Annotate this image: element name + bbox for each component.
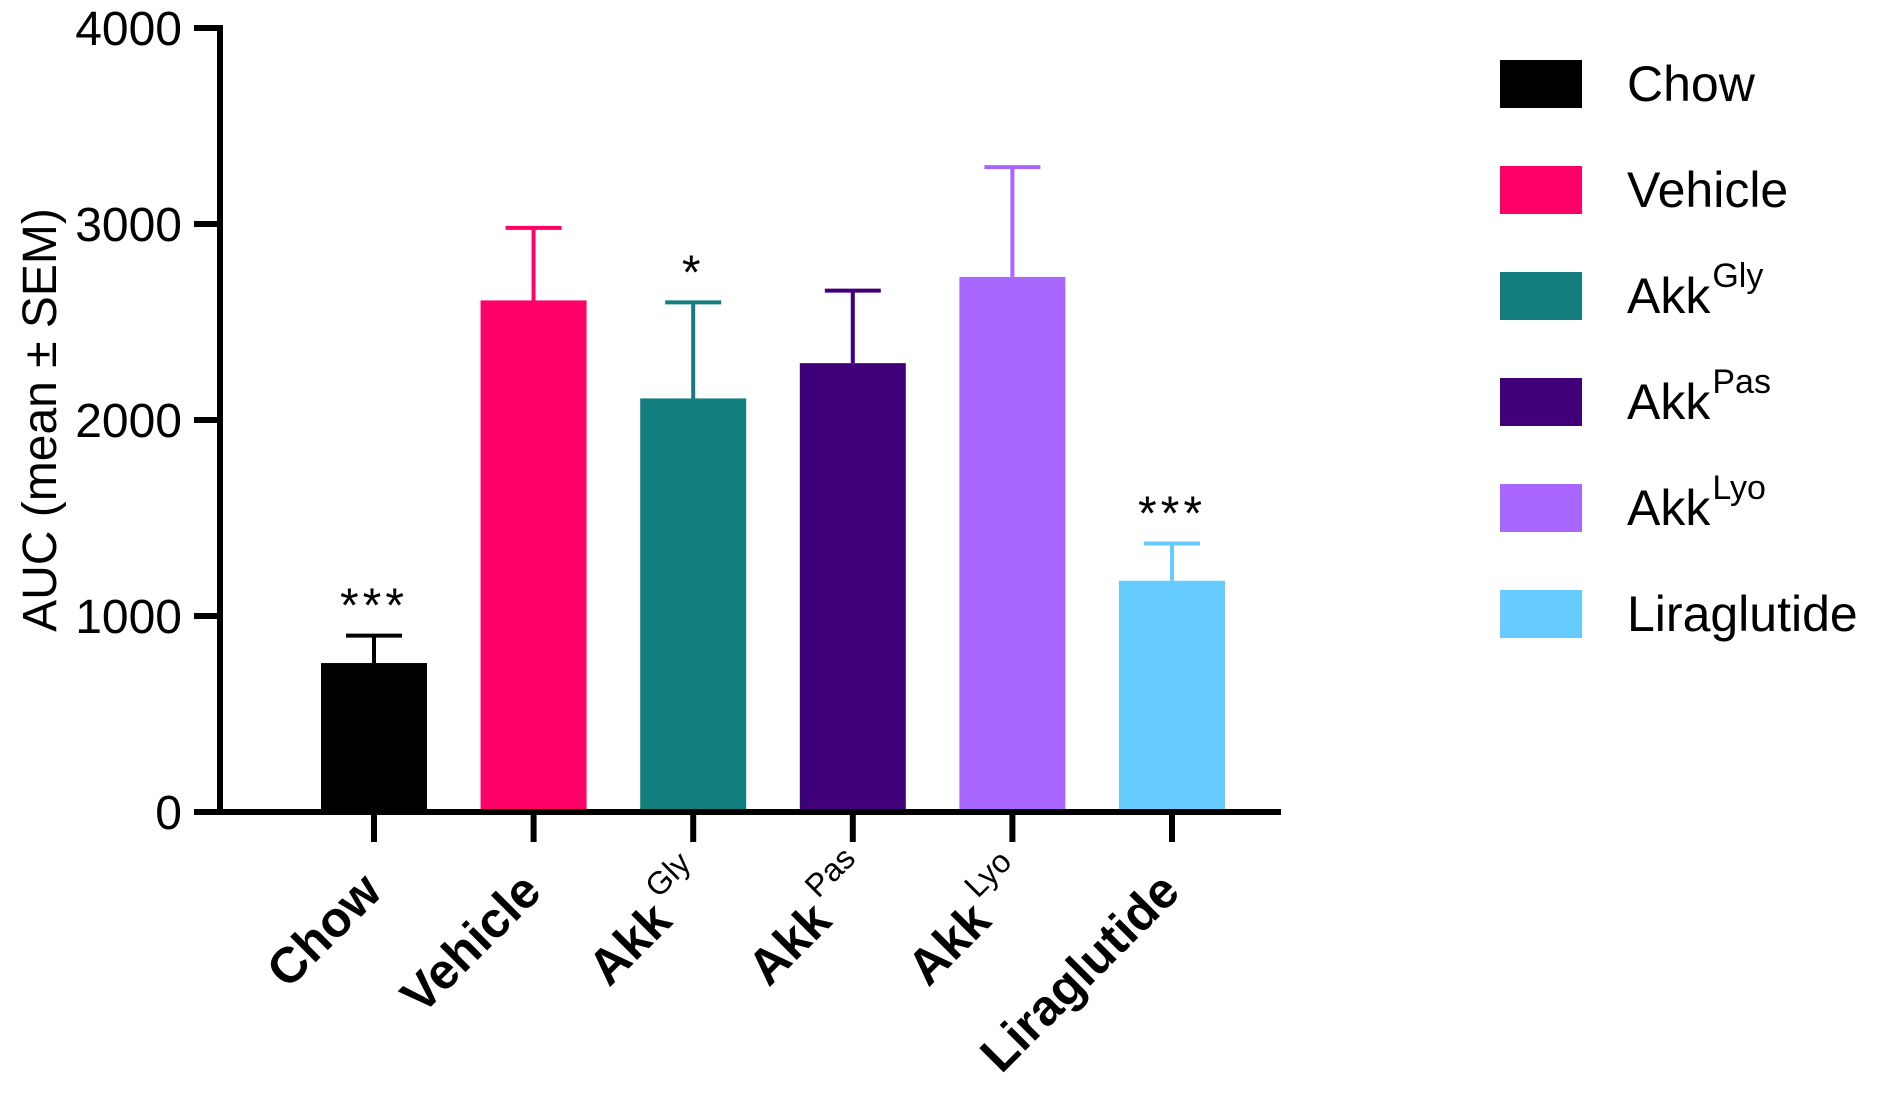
significance-marker: ***	[340, 580, 408, 633]
legend-item: AkkLyo	[1500, 469, 1766, 536]
x-category-text: Liraglutide	[969, 862, 1189, 1082]
legend-label: Vehicle	[1627, 162, 1788, 218]
legend-item: Liraglutide	[1500, 586, 1858, 642]
y-tick-label: 2000	[75, 395, 182, 448]
y-ticks-layer: 0 1000 2000 3000 4000	[75, 3, 220, 840]
bar	[959, 276, 1066, 812]
significance-marker: *	[682, 246, 705, 299]
legend-label-main: Liraglutide	[1627, 586, 1858, 642]
x-category-label: Vehicle	[390, 862, 551, 1023]
bar	[640, 398, 747, 812]
legend-item: Chow	[1500, 56, 1756, 112]
legend-item: AkkPas	[1500, 363, 1771, 430]
x-category-text: Chow	[256, 862, 392, 998]
x-category-label: AkkGly	[569, 845, 720, 996]
bar	[799, 363, 906, 812]
legend-label-superscript: Pas	[1712, 363, 1771, 401]
legend-swatch	[1500, 272, 1582, 320]
legend-swatch	[1500, 60, 1582, 108]
x-category-label: Chow	[256, 862, 392, 998]
bars-layer	[321, 276, 1225, 812]
category-name: Liraglutide	[969, 862, 1189, 1082]
category-name: Vehicle	[390, 862, 551, 1023]
y-tick-label: 1000	[75, 591, 182, 644]
bar	[480, 300, 587, 812]
legend-label-main: Akk	[1627, 480, 1711, 536]
x-ticks-layer	[371, 812, 1175, 842]
x-category-text: AkkGly	[569, 845, 720, 996]
significance-marker: ***	[1138, 487, 1206, 540]
category-name: Akk	[737, 891, 842, 996]
legend-label-main: Vehicle	[1627, 162, 1788, 218]
category-name: Chow	[256, 862, 392, 998]
category-superscript: Lyo	[957, 843, 1018, 904]
legend-item: Vehicle	[1500, 162, 1788, 218]
legend-label-main: Chow	[1627, 56, 1756, 112]
x-category-label: AkkPas	[728, 840, 884, 996]
bar	[1119, 580, 1225, 812]
y-tick-label: 0	[155, 787, 182, 840]
category-name: Akk	[897, 891, 1002, 996]
significance-layer: *******	[340, 246, 1206, 633]
x-category-label: Liraglutide	[969, 862, 1189, 1082]
x-category-text: AkkPas	[728, 840, 884, 996]
category-superscript: Gly	[638, 845, 697, 904]
x-category-text: Vehicle	[390, 862, 551, 1023]
legend-label: AkkLyo	[1627, 469, 1766, 536]
bar	[321, 663, 427, 812]
legend-swatch	[1500, 484, 1582, 532]
category-name: Akk	[577, 891, 682, 996]
legend-label-main: Akk	[1627, 268, 1711, 324]
legend-swatch	[1500, 378, 1582, 426]
legend-label: Liraglutide	[1627, 586, 1858, 642]
x-category-text: AkkLyo	[888, 843, 1041, 996]
legend-label: AkkGly	[1627, 257, 1763, 324]
legend-swatch	[1500, 166, 1582, 214]
legend-label: AkkPas	[1627, 363, 1771, 430]
x-category-label: AkkLyo	[888, 843, 1041, 996]
legend-label-superscript: Gly	[1712, 257, 1763, 295]
y-tick-label: 3000	[75, 199, 182, 252]
legend-label-main: Akk	[1627, 374, 1711, 430]
legend-item: AkkGly	[1500, 257, 1763, 324]
legend-swatch	[1500, 590, 1582, 638]
legend-label: Chow	[1627, 56, 1756, 112]
error-bars-layer	[346, 165, 1200, 664]
y-tick-label: 4000	[75, 3, 182, 56]
legend-label-superscript: Lyo	[1712, 469, 1766, 507]
category-superscript: Pas	[798, 840, 862, 904]
y-axis-label: AUC (mean ± SEM)	[14, 208, 67, 632]
